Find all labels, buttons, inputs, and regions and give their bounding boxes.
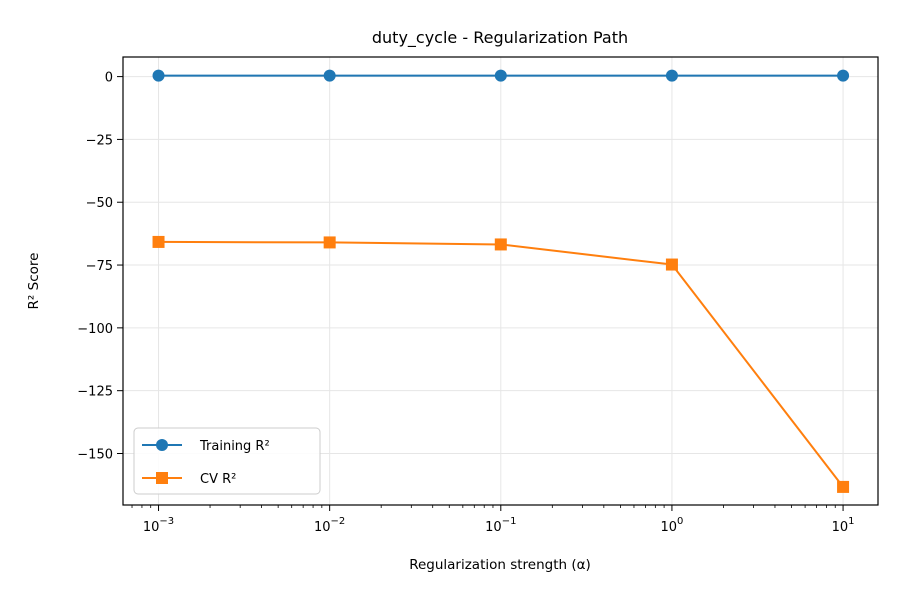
y-tick-label: −100 [77, 322, 113, 337]
data-point-circle [665, 69, 678, 82]
legend: Training R² CV R² [133, 427, 321, 495]
x-tick-label: 10−3 [143, 516, 174, 535]
y-tick-label: −75 [86, 259, 113, 274]
data-point-square [837, 480, 850, 493]
data-point-circle [152, 69, 165, 82]
y-tick-label: 0 [105, 71, 113, 86]
y-axis-label: R² Score [26, 253, 42, 310]
y-tick-label: −25 [86, 133, 113, 148]
data-point-circle [494, 69, 507, 82]
data-point-circle [323, 69, 336, 82]
y-tick-label: −150 [77, 447, 113, 462]
x-tick-label: 10−2 [314, 516, 345, 535]
axes: 10−3 10−2 10−1 100 101 0 −25 −50 −75 −100 −125 −150 [77, 56, 879, 535]
x-axis-label: Regularization strength (α) [409, 557, 591, 573]
data-point-circle [837, 69, 850, 82]
y-tick-label: −125 [77, 385, 113, 400]
chart-title: duty_cycle - Regularization Path [372, 28, 628, 48]
x-tick-label: 100 [660, 516, 683, 535]
legend-label-1: Training R² [199, 439, 270, 454]
data-point-square [665, 258, 678, 271]
series-lines [152, 69, 850, 493]
data-point-square [152, 235, 165, 248]
x-tick-label: 101 [832, 516, 855, 535]
y-tick-label: −50 [86, 196, 113, 211]
legend-label-2: CV R² [200, 472, 236, 487]
legend-marker-circle [156, 439, 168, 451]
x-tick-label: 10−1 [485, 516, 516, 535]
data-point-square [494, 238, 507, 251]
legend-marker-square [156, 472, 168, 484]
data-point-square [323, 236, 336, 249]
